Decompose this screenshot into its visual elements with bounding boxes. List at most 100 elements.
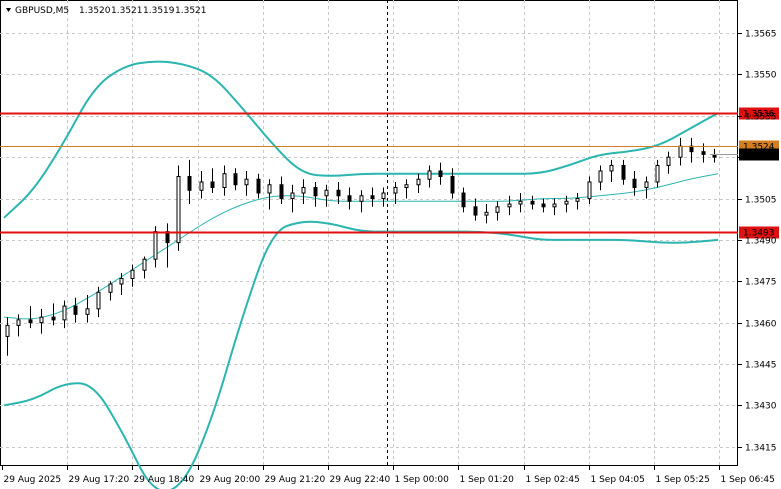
candle [461,187,466,213]
candle-body-up [119,277,124,285]
candle [552,198,557,216]
candle-body-down [210,181,215,189]
x-tick-label: 29 Aug 18:40 [134,475,195,485]
candle-body-up [598,170,603,183]
candle [644,176,649,199]
candle [130,264,135,287]
candle-body-up [301,187,306,194]
candle [96,286,101,318]
candle-body-up [244,178,249,186]
candle [484,204,489,224]
candle-body-down [370,195,375,200]
candle [28,306,33,329]
candle-body-up [393,187,398,194]
candle [267,179,272,210]
candle [176,165,181,251]
y-tick-label: 1.3430 [745,402,777,412]
x-tick-label: 1 Sep 05:25 [656,475,710,485]
candle [541,198,546,213]
candle-body-down [530,200,535,205]
symbol-label: GBPUSD,M5 [15,6,69,16]
candle-body-up [575,198,580,202]
candle [119,272,124,296]
candle [279,176,284,205]
candle [73,297,78,323]
candle [359,190,364,213]
candle [39,308,44,334]
candle-body-down [632,178,637,189]
support-price-tag [739,226,779,239]
candle [632,170,637,196]
high-value: 1.3521 [111,6,143,16]
candle-body-up [587,181,592,200]
candle [233,168,238,191]
x-tick-label: 1 Sep 04:05 [591,475,645,485]
triangle-down-icon[interactable] [6,8,11,12]
resistance-price-tag [739,107,779,120]
candle [222,165,227,196]
x-tick-label: 1 Sep 00:00 [395,475,450,485]
bollinger-upper-line [3,60,719,219]
candle-body-up [484,211,489,216]
y-tick-label: 1.3535 [745,113,777,123]
candle-body-up [96,291,101,310]
candle-body-down [461,192,466,208]
candle-body-down [51,316,56,321]
y-tick-label: 1.3475 [745,278,777,288]
candle-body-up [644,181,649,189]
y-tick-label: 1.3505 [745,196,777,206]
candle [108,281,113,301]
candle [427,165,432,188]
candle [313,181,318,207]
candle-body-up [290,192,295,200]
candle [598,165,603,191]
x-tick-label: 29 Aug 22:40 [330,475,391,485]
y-tick-label: 1.3415 [745,444,777,454]
candle-body-down [347,195,352,202]
candle-body-down [438,170,443,177]
candle [666,151,671,174]
candle [438,162,443,185]
candle [85,295,90,323]
candle-body-up [267,184,272,194]
candle [473,198,478,221]
candle [450,168,455,199]
candle-body-up [609,164,614,172]
candle-body-up [222,173,227,189]
x-tick-label: 1 Sep 06:45 [721,475,775,485]
candle [507,195,512,216]
candle [393,181,398,205]
candle-body-up [416,178,421,186]
y-tick-label: 1.3520 [745,154,777,164]
candle-body-up [153,231,158,260]
candle-body-down [233,173,238,186]
candle-body-up [142,258,147,271]
candle-body-down [279,184,284,200]
candle-body-up [359,195,364,202]
y-tick-label: 1.3550 [745,71,777,81]
candle [530,195,535,210]
y-tick-label: 1.3490 [745,237,777,247]
candle [5,317,10,356]
candle [62,300,67,329]
bollinger-lower-line [3,220,719,489]
candle [609,159,614,182]
candle [16,314,21,337]
candle-body-up [176,175,181,244]
candle-body-down [701,151,706,155]
candle [347,187,352,210]
candle [564,195,569,213]
candle-body-up [495,206,500,213]
candle-body-up [39,316,44,324]
candle [381,187,386,207]
candle-body-up [678,145,683,158]
candle-body-up [666,156,671,166]
candle-body-up [108,283,113,293]
candle-body-up [381,192,386,200]
candle-body-up [324,189,329,197]
candle-body-up [552,203,557,208]
candle [210,168,215,194]
